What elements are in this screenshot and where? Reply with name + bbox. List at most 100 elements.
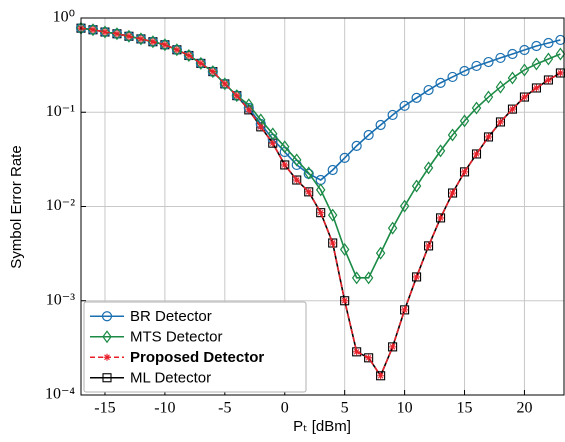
- y-axis-label: Symbol Error Rate: [8, 145, 25, 268]
- legend: BR Detector MTS Detector Proposed Detector…: [83, 301, 307, 393]
- legend-marker: [102, 330, 112, 344]
- marker: [423, 161, 434, 175]
- series-line: [80, 27, 561, 378]
- marker: [471, 149, 482, 159]
- marker: [543, 75, 553, 85]
- marker: [447, 71, 458, 83]
- marker: [375, 246, 386, 260]
- marker: [221, 80, 229, 88]
- marker: [425, 242, 433, 250]
- marker: [459, 114, 470, 128]
- marker: [293, 176, 301, 184]
- marker: [387, 221, 398, 235]
- marker: [424, 241, 434, 251]
- marker: [411, 92, 422, 103]
- marker: [100, 25, 110, 39]
- marker: [532, 84, 540, 92]
- x-tick-label: 5: [341, 400, 349, 417]
- marker: [172, 43, 182, 57]
- marker: [351, 271, 362, 285]
- x-tick-label: -5: [218, 400, 231, 417]
- marker: [495, 80, 506, 94]
- marker: [435, 144, 446, 158]
- marker: [341, 297, 349, 305]
- marker: [473, 150, 481, 158]
- marker: [303, 166, 314, 180]
- marker: [471, 101, 482, 115]
- marker: [161, 41, 169, 49]
- marker: [89, 26, 97, 34]
- marker: [520, 93, 528, 101]
- marker: [185, 52, 193, 60]
- x-tick-label: 10: [397, 400, 413, 417]
- marker: [495, 52, 506, 64]
- y-tick-label: 10⁻³: [46, 291, 75, 308]
- series-line: [80, 27, 561, 181]
- marker: [531, 40, 542, 52]
- marker: [436, 213, 446, 223]
- marker: [376, 371, 386, 381]
- marker: [413, 273, 421, 281]
- marker: [471, 60, 482, 72]
- marker: [363, 271, 374, 285]
- marker: [531, 83, 541, 93]
- marker: [495, 117, 506, 127]
- marker: [328, 238, 338, 248]
- marker: [519, 63, 530, 77]
- marker: [113, 30, 121, 38]
- marker: [160, 38, 170, 52]
- plot-area: [75, 21, 565, 381]
- marker: [459, 65, 470, 77]
- marker: [519, 92, 529, 102]
- marker: [543, 37, 554, 49]
- marker: [317, 209, 325, 217]
- x-tick-label: -15: [94, 400, 115, 417]
- marker: [483, 56, 494, 68]
- marker: [507, 71, 518, 85]
- marker: [340, 296, 350, 306]
- marker: [531, 57, 542, 71]
- marker: [555, 47, 565, 61]
- marker: [112, 27, 122, 41]
- legend-box: [83, 301, 307, 393]
- marker: [363, 129, 374, 141]
- marker: [400, 305, 410, 315]
- marker: [507, 48, 518, 60]
- marker: [352, 347, 362, 357]
- marker: [329, 239, 337, 247]
- marker: [125, 32, 133, 40]
- marker: [292, 175, 302, 185]
- marker: [399, 199, 410, 213]
- marker: [399, 100, 410, 111]
- y-tick-label: 10⁻⁴: [45, 386, 75, 403]
- legend-label: Proposed Detector: [130, 349, 264, 366]
- marker: [375, 119, 386, 131]
- marker: [245, 106, 253, 114]
- marker: [401, 306, 409, 314]
- x-tick-label: 0: [281, 400, 289, 417]
- marker: [148, 35, 158, 49]
- marker: [435, 77, 446, 88]
- marker: [423, 84, 434, 96]
- marker: [507, 104, 518, 114]
- marker: [280, 160, 290, 170]
- marker: [257, 123, 265, 131]
- marker: [353, 348, 361, 356]
- marker: [304, 187, 314, 197]
- legend-label: ML Detector: [130, 370, 211, 387]
- marker: [508, 105, 516, 113]
- marker: [544, 76, 552, 84]
- marker: [339, 152, 350, 163]
- marker: [136, 32, 146, 46]
- y-tick-label: 10⁻²: [46, 197, 75, 214]
- marker: [197, 59, 205, 67]
- legend-label: MTS Detector: [130, 329, 223, 346]
- marker: [449, 189, 457, 197]
- marker: [137, 35, 145, 43]
- marker: [291, 153, 302, 167]
- legend-marker: [103, 353, 111, 361]
- marker: [351, 140, 362, 151]
- marker: [461, 168, 469, 176]
- marker: [412, 272, 422, 282]
- x-tick-label: -10: [154, 400, 175, 417]
